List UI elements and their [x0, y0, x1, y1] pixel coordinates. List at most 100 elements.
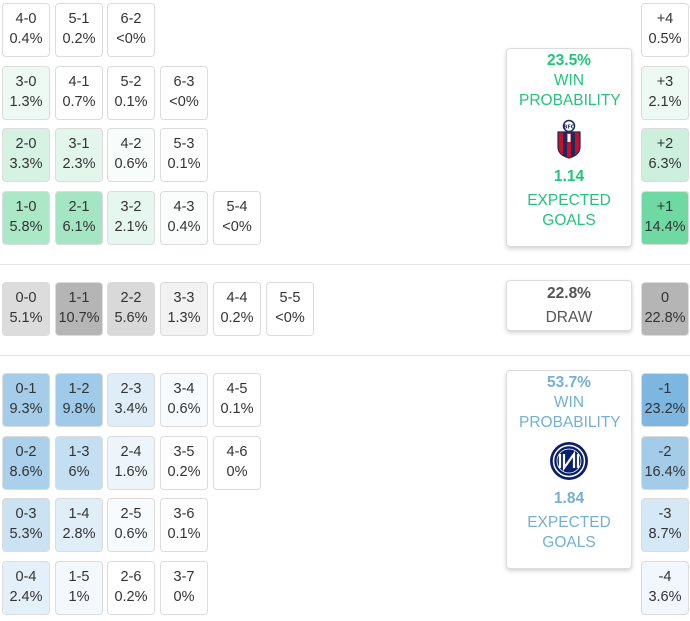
away-win-scoreline-cell: 2-4 1.6%	[107, 436, 155, 490]
home-win-label: WIN PROBABILITY	[519, 72, 621, 109]
draw-scoreline-cell: 2-2 5.6%	[107, 282, 155, 336]
home-win-scoreline-cell: 2-0 3.3%	[2, 128, 50, 182]
scoreline-label: 4-0	[15, 11, 37, 28]
scoreline-probability: 5.1%	[9, 310, 43, 326]
scoreline-label: 0-4	[15, 569, 37, 586]
scoreline-probability: 9.3%	[9, 401, 43, 417]
scoreline-probability: 0.2%	[114, 589, 148, 605]
scoreline-probability: 3.6%	[648, 589, 682, 605]
scoreline-probability: 0.1%	[167, 526, 201, 542]
goal-margin-cell: +3 2.1%	[641, 66, 689, 120]
scoreline-label: 1-4	[68, 506, 90, 523]
away-expected-goals: 1.84	[553, 490, 585, 507]
scoreline-label: 0	[660, 290, 670, 307]
scoreline-probability: 10.7%	[58, 310, 100, 326]
scoreline-probability: 2.4%	[9, 589, 43, 605]
scoreline-label: 2-2	[120, 290, 142, 307]
home-win-scoreline-cell: 4-1 0.7%	[55, 66, 103, 120]
goal-margin-cell: +2 6.3%	[641, 128, 689, 182]
scoreline-label: 3-7	[173, 569, 195, 586]
scoreline-probability: 2.8%	[62, 526, 96, 542]
scoreline-probability: 5.8%	[9, 219, 43, 235]
scoreline-label: 4-2	[120, 136, 142, 153]
scoreline-probability: <0%	[116, 31, 146, 47]
away-win-scoreline-cell: 1-5 1%	[55, 561, 103, 615]
scoreline-probability: 0.1%	[114, 94, 148, 110]
home-win-scoreline-cell: 2-1 6.1%	[55, 191, 103, 245]
scoreline-probability: 22.8%	[644, 310, 686, 326]
away-win-scoreline-cell: 3-6 0.1%	[160, 498, 208, 552]
scoreline-label: 4-1	[68, 74, 90, 91]
scoreline-probability: 16.4%	[644, 464, 686, 480]
scoreline-probability: 8.6%	[9, 464, 43, 480]
scoreline-probability: 1.3%	[167, 310, 201, 326]
scoreline-label: 0-3	[15, 506, 37, 523]
scoreline-label: 3-0	[15, 74, 37, 91]
scoreline-probability: 0.4%	[167, 219, 201, 235]
scoreline-label: 2-0	[15, 136, 37, 153]
scoreline-label: 5-5	[279, 290, 301, 307]
away-win-scoreline-cell: 0-4 2.4%	[2, 561, 50, 615]
scoreline-label: -2	[658, 444, 672, 461]
draw-label: DRAW	[545, 309, 593, 326]
scoreline-probability: <0%	[275, 310, 305, 326]
scoreline-label: 2-4	[120, 444, 142, 461]
scoreline-label: +2	[656, 136, 674, 153]
scoreline-label: 5-1	[68, 11, 90, 28]
scoreline-probability: 3.4%	[114, 401, 148, 417]
scoreline-label: -4	[658, 569, 672, 586]
home-win-scoreline-cell: 5-1 0.2%	[55, 3, 103, 57]
home-win-scoreline-cell: 6-3 <0%	[160, 66, 208, 120]
scoreline-label: 3-6	[173, 506, 195, 523]
home-win-scoreline-cell: 3-1 2.3%	[55, 128, 103, 182]
scoreline-probability: 1.6%	[114, 464, 148, 480]
scoreline-probability: 5.3%	[9, 526, 43, 542]
away-xg-label: EXPECTED GOALS	[527, 514, 611, 551]
scoreline-probability: <0%	[169, 94, 199, 110]
draw-scoreline-cell: 4-4 0.2%	[213, 282, 261, 336]
scoreline-label: 0-2	[15, 444, 37, 461]
scoreline-label: 0-0	[15, 290, 37, 307]
scoreline-label: 3-1	[68, 136, 90, 153]
away-win-scoreline-cell: 3-4 0.6%	[160, 373, 208, 427]
scoreline-probability: 0.5%	[648, 31, 682, 47]
home-win-scoreline-cell: 5-2 0.1%	[107, 66, 155, 120]
scoreline-label: 1-1	[68, 290, 90, 307]
scoreline-probability: 0.1%	[167, 156, 201, 172]
draw-scoreline-cell: 5-5 <0%	[266, 282, 314, 336]
away-win-scoreline-cell: 0-3 5.3%	[2, 498, 50, 552]
goal-margin-cell: -1 23.2%	[641, 373, 689, 427]
scoreline-probability: 0.4%	[9, 31, 43, 47]
bologna-crest-icon: BFC	[557, 119, 581, 159]
scoreline-probability: 2.3%	[62, 156, 96, 172]
away-summary-card: 53.7% WIN PROBABILITY 1.84 EXPECTED GOAL…	[506, 370, 632, 569]
away-win-label: WIN PROBABILITY	[519, 394, 621, 431]
scoreline-label: -1	[658, 381, 672, 398]
scoreline-label: 2-6	[120, 569, 142, 586]
scoreline-label: +3	[656, 74, 674, 91]
scoreline-probability: 1%	[68, 589, 90, 605]
scoreline-probability: 6%	[68, 464, 90, 480]
scoreline-label: 4-3	[173, 199, 195, 216]
home-win-scoreline-cell: 4-3 0.4%	[160, 191, 208, 245]
scoreline-label: 2-5	[120, 506, 142, 523]
scoreline-label: 6-2	[120, 11, 142, 28]
scoreline-label: 6-3	[173, 74, 195, 91]
scoreline-probability: 0.6%	[114, 156, 148, 172]
home-win-probability: 23.5%	[547, 52, 591, 69]
scoreline-label: 5-4	[226, 199, 248, 216]
goal-margin-cell: 0 22.8%	[641, 282, 689, 336]
scoreline-probability: 8.7%	[648, 526, 682, 542]
scoreline-label: 4-4	[226, 290, 248, 307]
scoreline-probability: 6.1%	[62, 219, 96, 235]
scoreline-label: 4-5	[226, 381, 248, 398]
away-win-scoreline-cell: 1-3 6%	[55, 436, 103, 490]
goal-margin-cell: +1 14.4%	[641, 191, 689, 245]
scoreline-probability: <0%	[222, 219, 252, 235]
scoreline-label: 3-3	[173, 290, 195, 307]
scoreline-probability: 6.3%	[648, 156, 682, 172]
home-win-scoreline-cell: 3-0 1.3%	[2, 66, 50, 120]
scoreline-label: +1	[656, 199, 674, 216]
scoreline-probability: 2.1%	[114, 219, 148, 235]
scoreline-label: 0-1	[15, 381, 37, 398]
